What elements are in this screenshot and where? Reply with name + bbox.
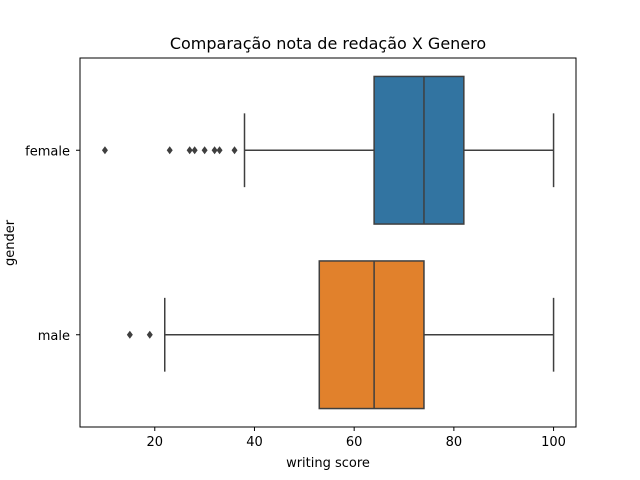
box-group-female [101,75,555,225]
plot-area [101,75,555,410]
outlier-male-0 [126,330,133,339]
x-tick-label-20: 20 [147,435,164,450]
outlier-female-2 [186,146,193,155]
x-tick-label-60: 60 [346,435,363,450]
outlier-female-6 [216,146,223,155]
plot-frame [79,57,577,428]
box-group-male [126,260,555,410]
y-axis-label: gender [3,219,18,266]
outlier-female-5 [211,146,218,155]
box-female [373,75,465,225]
y-tick-label-female: female [25,144,70,159]
outlier-female-7 [231,146,238,155]
outlier-female-4 [201,146,208,155]
x-tick-label-40: 40 [246,435,263,450]
x-tick-label-100: 100 [541,435,566,450]
y-tick-label-male: male [38,329,70,344]
outlier-female-0 [101,146,108,155]
outlier-female-3 [191,146,198,155]
x-axis-label: writing score [286,456,370,471]
y-axis: female male [25,144,80,344]
x-tick-label-80: 80 [446,435,463,450]
chart-title: Comparação nota de redação X Genero [170,34,486,53]
box-male [318,260,425,410]
outlier-female-1 [166,146,173,155]
outlier-male-1 [146,330,153,339]
x-axis: 20 40 60 80 100 [147,427,566,450]
